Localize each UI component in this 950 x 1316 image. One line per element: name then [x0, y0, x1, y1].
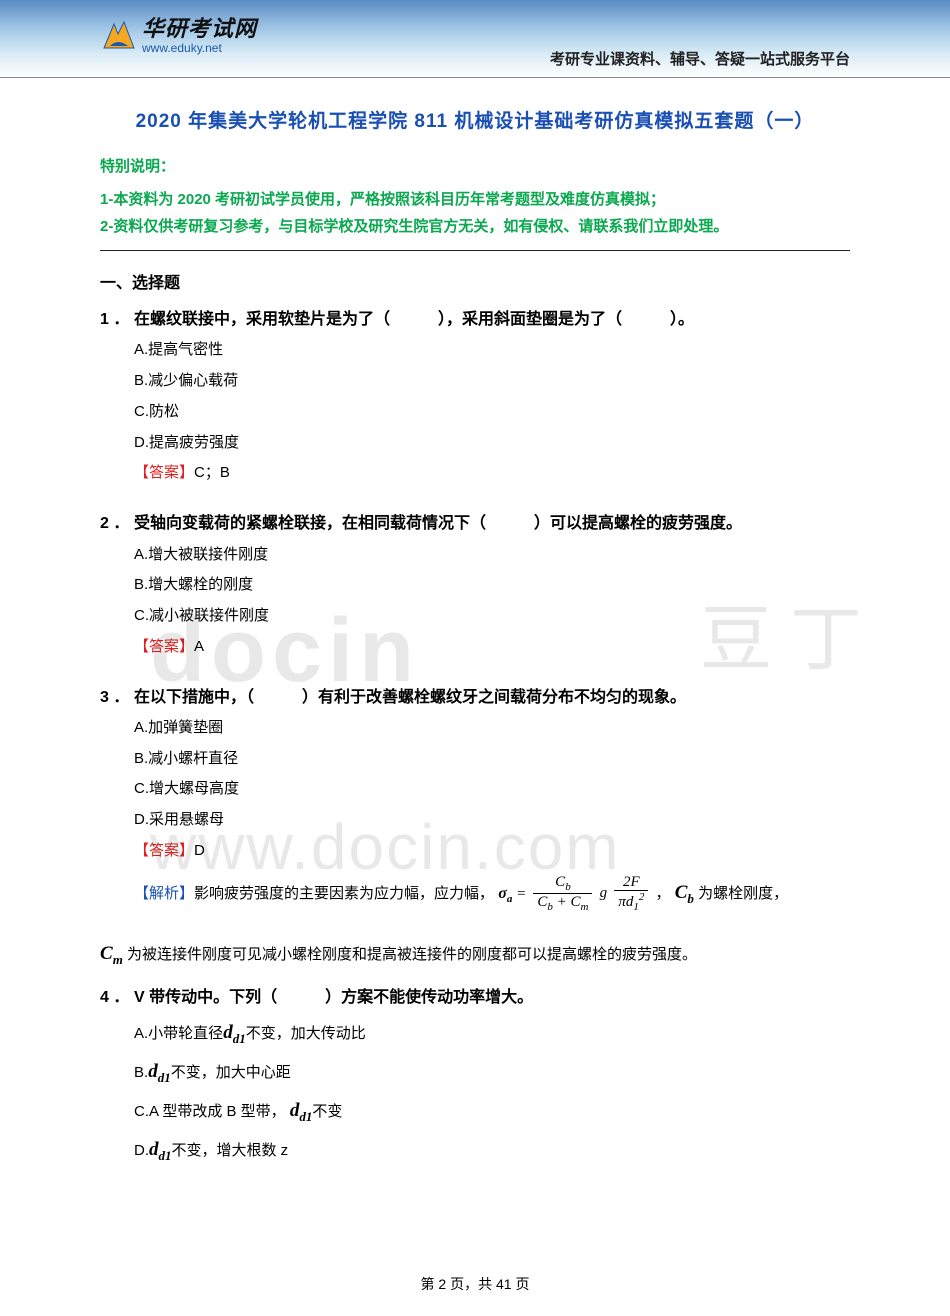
q1-optC: C.防松 — [134, 397, 850, 428]
q4-optA: A.小带轮直径dd1不变，加大传动比 — [134, 1014, 850, 1053]
q3-optC: C.增大螺母高度 — [134, 774, 850, 805]
q1-text: 在螺纹联接中，采用软垫片是为了（ ），采用斜面垫圈是为了（ ）。 — [134, 305, 850, 335]
q3-text: 在以下措施中，（ ）有利于改善螺栓螺纹牙之间载荷分布不均匀的现象。 — [134, 683, 850, 713]
q2-answer: 【答案】A — [100, 632, 850, 663]
q3-num: 3 ． — [100, 683, 134, 713]
q1-answer: 【答案】C；B — [100, 458, 850, 489]
page-footer: 第 2 页，共 41 页 — [0, 1274, 950, 1294]
q3-optD: D.采用悬螺母 — [134, 805, 850, 836]
question-4: 4 ． V 带传动中。下列（ ）方案不能使传动功率增大。 A.小带轮直径dd1不… — [100, 983, 850, 1169]
logo-icon — [100, 18, 136, 54]
q4-text: V 带传动中。下列（ ）方案不能使传动功率增大。 — [134, 983, 850, 1013]
q3-optA: A.加弹簧垫圈 — [134, 713, 850, 744]
section-head: 一、选择题 — [100, 269, 850, 293]
q2-optA: A.增大被联接件刚度 — [134, 540, 850, 571]
q1-optB: B.减少偏心载荷 — [134, 366, 850, 397]
q1-optD: D.提高疲劳强度 — [134, 428, 850, 459]
site-logo: 华研考试网 www.eduky.net — [100, 18, 257, 54]
page-content: 2020 年集美大学轮机工程学院 811 机械设计基础考研仿真模拟五套题（一） … — [0, 78, 950, 1170]
q2-text: 受轴向变载荷的紧螺栓联接，在相同载荷情况下（ ）可以提高螺栓的疲劳强度。 — [134, 509, 850, 539]
logo-text-url: www.eduky.net — [142, 42, 257, 54]
q2-optC: C.减小被联接件刚度 — [134, 601, 850, 632]
q4-optC: C.A 型带改成 B 型带， dd1不变 — [134, 1092, 850, 1131]
q4-optB: B.dd1不变，加大中心距 — [134, 1053, 850, 1092]
q1-optA: A.提高气密性 — [134, 335, 850, 366]
q3-explanation: 【解析】影响疲劳强度的主要因素为应力幅，应力幅， σa = CbCb + Cm … — [100, 873, 850, 914]
question-3: 3 ． 在以下措施中，（ ）有利于改善螺栓螺纹牙之间载荷分布不均匀的现象。 A.… — [100, 683, 850, 914]
logo-text-cn: 华研考试网 — [142, 18, 257, 40]
q2-num: 2 ． — [100, 509, 134, 539]
header-banner: 华研考试网 www.eduky.net 考研专业课资料、辅导、答疑一站式服务平台 — [0, 0, 950, 78]
header-tagline: 考研专业课资料、辅导、答疑一站式服务平台 — [550, 48, 850, 69]
q2-optB: B.增大螺栓的刚度 — [134, 570, 850, 601]
q4-num: 4 ． — [100, 983, 134, 1013]
notice-label: 特别说明： — [100, 155, 850, 176]
notice-line-2: 2-资料仅供考研复习参考，与目标学校及研究生院官方无关，如有侵权、请联系我们立即… — [100, 213, 850, 240]
q1-num: 1 ． — [100, 305, 134, 335]
doc-title: 2020 年集美大学轮机工程学院 811 机械设计基础考研仿真模拟五套题（一） — [100, 106, 850, 133]
q3-explanation-cont: Cm 为被连接件刚度可见减小螺栓刚度和提高被连接件的刚度都可以提高螺栓的疲劳强度… — [100, 934, 850, 974]
notice-line-1: 1-本资料为 2020 考研初试学员使用，严格按照该科目历年常考题型及难度仿真模… — [100, 186, 850, 213]
divider — [100, 250, 850, 251]
question-1: 1 ． 在螺纹联接中，采用软垫片是为了（ ），采用斜面垫圈是为了（ ）。 A.提… — [100, 305, 850, 489]
q3-answer: 【答案】D — [100, 836, 850, 867]
question-2: 2 ． 受轴向变载荷的紧螺栓联接，在相同载荷情况下（ ）可以提高螺栓的疲劳强度。… — [100, 509, 850, 662]
q4-optD: D.dd1不变，增大根数 z — [134, 1131, 850, 1170]
q3-optB: B.减小螺杆直径 — [134, 744, 850, 775]
